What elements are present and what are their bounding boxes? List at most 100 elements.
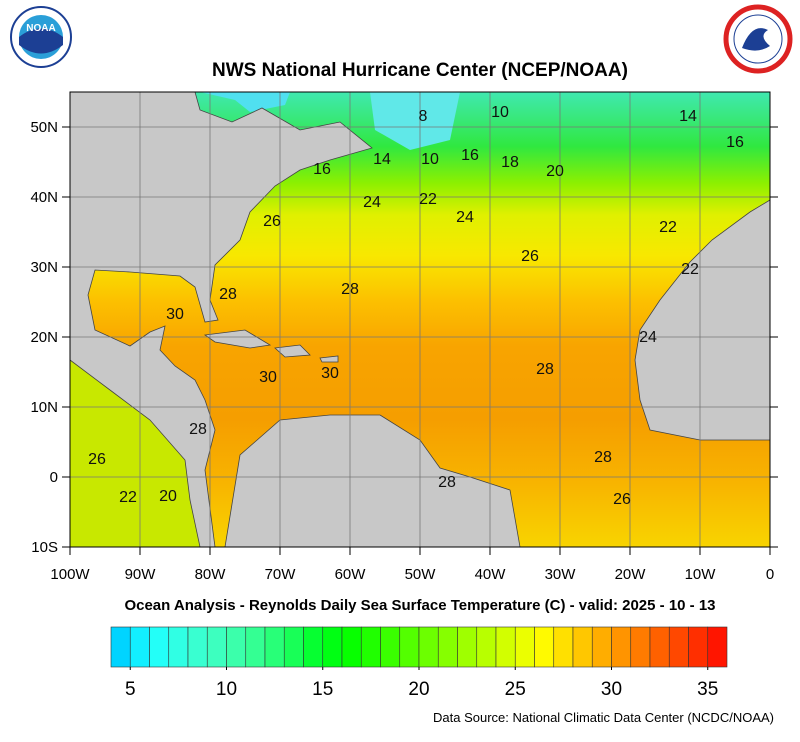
- title: NWS National Hurricane Center (NCEP/NOAA…: [212, 60, 628, 81]
- contour-label: 26: [263, 213, 281, 230]
- contour-label: 18: [501, 154, 519, 171]
- contour-label: 28: [219, 286, 237, 303]
- x-tick-label: 30W: [545, 566, 577, 583]
- y-tick-label: 0: [50, 469, 58, 486]
- colorbar-box: [649, 626, 670, 668]
- x-tick-label: 10W: [685, 566, 717, 583]
- nws-logo: [723, 4, 793, 74]
- logo-text: NOAA: [26, 23, 55, 34]
- colorbar-box: [245, 626, 266, 668]
- contour-label: 28: [341, 281, 359, 298]
- contour-labels: 8 10 14 16 16 14 10 16 18 20 22 24 24 26 22 26 22 28 28 30 2…: [88, 104, 744, 508]
- islands: [203, 329, 339, 363]
- x-tick-label: 40W: [475, 566, 507, 583]
- colorbar-label: 5: [125, 679, 136, 700]
- colorbar-box: [668, 626, 689, 668]
- contour-label: 24: [363, 194, 381, 211]
- contour-label: 20: [159, 488, 177, 505]
- contour-label: 30: [321, 365, 339, 382]
- africa: [634, 199, 770, 441]
- contour-label: 16: [726, 134, 744, 151]
- colorbar-box: [476, 626, 497, 668]
- x-tick-label: 100W: [50, 566, 90, 583]
- colorbar-box: [630, 626, 651, 668]
- colorbar-box: [437, 626, 458, 668]
- colorbar-box: [707, 626, 728, 668]
- grid: 100W 90W 80W 70W 60W 50W 40W 30W 20W 10W 0 50N 40N 30…: [30, 92, 778, 583]
- colorbar-box: [322, 626, 343, 668]
- contour-label: 30: [166, 306, 184, 323]
- contour-label: 16: [461, 147, 479, 164]
- x-tick-label: 0: [766, 566, 774, 583]
- x-tick-label: 20W: [615, 566, 647, 583]
- colorbar-box: [418, 626, 439, 668]
- colorbar-box: [206, 626, 227, 668]
- contour-label: 24: [639, 329, 657, 346]
- contour-label: 14: [373, 151, 391, 168]
- contour-label: 16: [313, 161, 331, 178]
- colorbar-label: 20: [408, 679, 429, 700]
- colorbar-box: [611, 626, 632, 668]
- colorbar-box: [553, 626, 574, 668]
- contour-label: 22: [681, 261, 699, 278]
- colorbar-box: [264, 626, 285, 668]
- contour-label: 26: [521, 248, 539, 265]
- colorbar-box: [591, 626, 612, 668]
- colorbar-box: [360, 626, 381, 668]
- map-frame: [69, 91, 771, 548]
- colorbar-box: [226, 626, 247, 668]
- y-tick-label: 30N: [30, 259, 58, 276]
- contour-label: 24: [456, 209, 474, 226]
- colorbar-label: 25: [505, 679, 526, 700]
- x-tick-label: 50W: [405, 566, 437, 583]
- contour-label: 22: [119, 489, 137, 506]
- y-tick-label: 20N: [30, 329, 58, 346]
- colorbar-box: [187, 626, 208, 668]
- contour-label: 14: [679, 108, 697, 125]
- contour-label: 10: [421, 151, 439, 168]
- contour-label: 26: [613, 491, 631, 508]
- colorbar-box: [129, 626, 150, 668]
- contour-label: 28: [438, 474, 456, 491]
- colorbar-box: [341, 626, 362, 668]
- colorbar-box: [688, 626, 709, 668]
- colorbar-label: 35: [697, 679, 718, 700]
- colorbar-box: [514, 626, 535, 668]
- contour-label: 28: [189, 421, 207, 438]
- colorbar-box: [572, 626, 593, 668]
- contour-label: 10: [491, 104, 509, 121]
- y-tick-label: 40N: [30, 189, 58, 206]
- colorbar-box: [495, 626, 516, 668]
- colorbar-box: [110, 626, 131, 668]
- colorbar-box: [283, 626, 304, 668]
- colorbar-box: [303, 626, 324, 668]
- contour-label: 28: [536, 361, 554, 378]
- contour-label: 8: [419, 108, 428, 125]
- y-tick-label: 50N: [30, 119, 58, 136]
- contour-label: 22: [659, 219, 677, 236]
- contour-label: 22: [419, 191, 437, 208]
- cold-water: [370, 92, 460, 150]
- source: Data Source: National Climatic Data Cent…: [433, 710, 774, 725]
- contour-label: 26: [88, 451, 106, 468]
- colorbar-box: [149, 626, 170, 668]
- cold-water: [200, 92, 290, 112]
- colorbar-label: 15: [312, 679, 333, 700]
- colorbar-box: [380, 626, 401, 668]
- colorbar-box: [168, 626, 189, 668]
- y-tick-label: 10N: [30, 399, 58, 416]
- y-tick-label: 10S: [31, 539, 58, 556]
- colorbar-box: [457, 626, 478, 668]
- colorbar-box: [534, 626, 555, 668]
- colorbar: 5 10 15 20 25 30 35: [110, 626, 728, 700]
- contour-label: 30: [259, 369, 277, 386]
- x-tick-label: 70W: [265, 566, 297, 583]
- x-tick-label: 80W: [195, 566, 227, 583]
- colorbar-box: [399, 626, 420, 668]
- contour-label: 20: [546, 163, 564, 180]
- x-tick-label: 90W: [125, 566, 157, 583]
- subtitle: Ocean Analysis - Reynolds Daily Sea Surf…: [124, 597, 715, 614]
- contour-label: 28: [594, 449, 612, 466]
- colorbar-label: 30: [601, 679, 622, 700]
